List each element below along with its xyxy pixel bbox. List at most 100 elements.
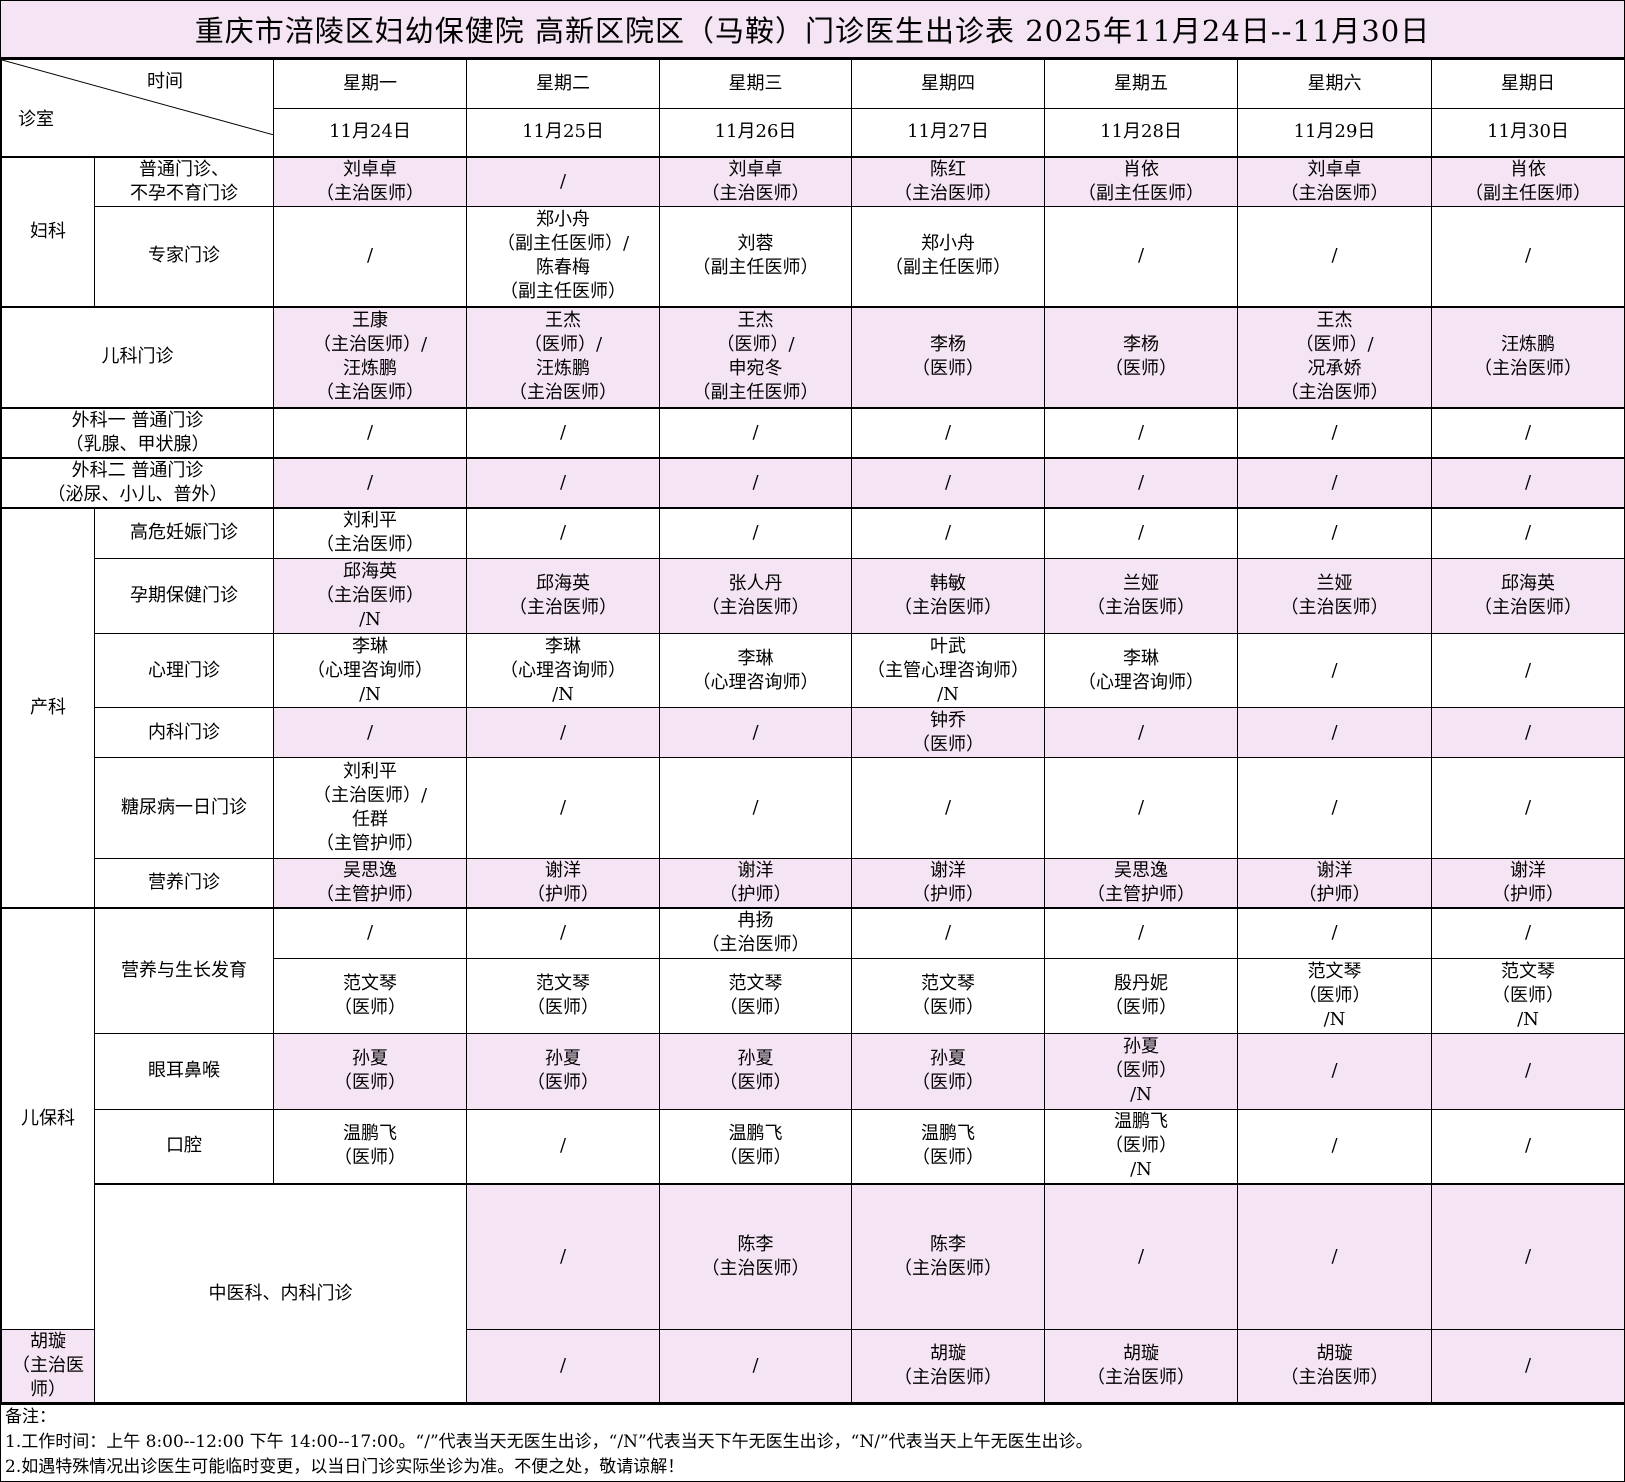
doctor-cell: / [1431, 1183, 1625, 1330]
doctor-cell: / [1237, 1183, 1432, 1330]
doctor-cell: 胡璇 （主治医师） [1044, 1329, 1238, 1403]
doctor-cell: / [1044, 1183, 1238, 1330]
page-title: 重庆市涪陵区妇幼保健院 高新区院区（马鞍）门诊医生出诊表 2025年11月24日… [1, 1, 1624, 59]
doctor-cell: / [466, 156, 660, 207]
doctor-cell: 邱海英 （主治医师） [1431, 558, 1625, 634]
schedule-table: 时间 诊室 星期一 星期二 星期三 星期四 星期五 星期六 星期日 11月24日 11月25日… [1, 59, 1625, 1403]
doctor-cell: / [1237, 206, 1432, 307]
schedule-row: 儿保科 营养与生长发育 / / 冉扬 （主治医师） / / / / [1, 907, 1625, 1330]
doctor-cell: 刘利平 （主治医师）/ 任群 （主管护师） [273, 757, 467, 859]
doctor-cell: 肖依 （副主任医师） [1431, 156, 1625, 207]
weekday-header: 星期日 [1431, 59, 1625, 109]
note-line: 2.如遇特殊情况出诊医生可能临时变更，以当日门诊实际坐诊为准。不便之处，敬请谅解… [5, 1457, 685, 1477]
notes-heading: 备注： [5, 1407, 56, 1427]
doctor-cell: / [1431, 757, 1625, 859]
doctor-cell: 范文琴 （医师） [851, 957, 1045, 1034]
weekday-row: 时间 诊室 星期一 星期二 星期三 星期四 星期五 星期六 星期日 [1, 59, 1625, 158]
schedule-row: 外科二 普通门诊 （泌尿、小儿、普外） / / / / / / / [1, 456, 1625, 508]
doctor-cell: 范文琴 （医师） /N [1431, 957, 1625, 1034]
schedule-row: 儿科门诊 王康 （主治医师）/ 汪炼鹏 （主治医师） 王杰 （医师）/ 汪炼鹏 （主… [1, 305, 1625, 408]
doctor-cell: / [851, 907, 1045, 959]
doctor-cell: 陈李 （主治医师） [851, 1183, 1045, 1330]
doctor-cell: 兰娅 （主治医师） [1237, 558, 1432, 634]
doctor-cell: / [1431, 1032, 1625, 1110]
doctor-cell: 王杰 （医师）/ 申宛冬 （副主任医师） [659, 305, 852, 408]
doctor-cell: 陈李 （主治医师） [659, 1183, 852, 1330]
doctor-cell: 李琳 （心理咨询师） /N [273, 633, 467, 708]
doctor-cell: 温鹏飞 （医师） /N [1044, 1108, 1238, 1185]
doctor-cell: / [1431, 506, 1625, 559]
schedule-row: 眼耳鼻喉 孙夏 （医师） 孙夏 （医师） 孙夏 （医师） 孙夏 （医师） 孙夏 （医师） … [2, 1032, 1625, 1110]
department-label: 儿保科 [1, 907, 95, 1330]
doctor-cell: 谢洋 （护师） [1431, 858, 1625, 909]
doctor-cell: / [1237, 406, 1432, 458]
doctor-cell: / [273, 907, 467, 959]
doctor-cell: / [659, 506, 852, 559]
schedule-row: 中医科、内科门诊/陈李 （主治医师）陈李 （主治医师）///陈李 （主治医师） [2, 1183, 1625, 1403]
doctor-cell: / [1044, 456, 1238, 508]
doctor-cell: / [1431, 707, 1625, 758]
date-header: 11月28日 [1044, 107, 1238, 158]
doctor-cell: / [273, 456, 467, 508]
date-header: 11月29日 [1237, 107, 1432, 158]
doctor-cell: 范文琴 （医师） [273, 957, 467, 1034]
doctor-cell: / [1237, 506, 1432, 559]
note-line: 1.工作时间：上午 8:00--12:00 下午 14:00--17:00。“/… [5, 1432, 1093, 1452]
department-label: 产科 [1, 506, 95, 909]
doctor-cell: / [1431, 406, 1625, 458]
doctor-cell: / [273, 406, 467, 458]
weekday-header: 星期三 [659, 59, 852, 109]
doctor-cell: 温鹏飞 （医师） [851, 1108, 1045, 1185]
doctor-cell: / [851, 406, 1045, 458]
doctor-cell: 孙夏 （医师） [273, 1032, 467, 1110]
date-header: 11月27日 [851, 107, 1045, 158]
doctor-cell: / [1237, 1108, 1432, 1185]
doctor-cell: / [851, 456, 1045, 508]
doctor-cell: 胡璇 （主治医师） [1, 1329, 95, 1403]
doctor-cell: 王康 （主治医师）/ 汪炼鹏 （主治医师） [273, 305, 467, 408]
doctor-cell: 邱海英 （主治医师） /N [273, 558, 467, 634]
corner-header: 时间 诊室 [1, 59, 274, 158]
doctor-cell: 肖依 （副主任医师） [1044, 156, 1238, 207]
diagonal-divider [2, 60, 273, 135]
doctor-cell: 孙夏 （医师） [466, 1032, 660, 1110]
weekday-header: 星期五 [1044, 59, 1238, 109]
doctor-cell: 李杨 （医师） [851, 305, 1045, 408]
clinic-label: 儿科门诊 [1, 305, 274, 408]
clinic-label: 外科一 普通门诊 （乳腺、甲状腺） [1, 406, 274, 458]
doctor-cell: / [659, 707, 852, 758]
doctor-cell: 孙夏 （医师） /N [1044, 1032, 1238, 1110]
date-header: 11月30日 [1431, 107, 1625, 158]
doctor-cell: / [1431, 1108, 1625, 1185]
doctor-cell: / [1431, 206, 1625, 307]
schedule-row: 外科一 普通门诊 （乳腺、甲状腺） / / / / / / / [1, 406, 1625, 458]
schedule-row: 内科门诊 / / / 钟乔 （医师） / / / [2, 707, 1625, 758]
doctor-cell: 刘利平 （主治医师） [273, 506, 467, 559]
schedule-row: 孕期保健门诊 邱海英 （主治医师） /N 邱海英 （主治医师） 张人丹 （主治医师）韩… [2, 558, 1625, 634]
doctor-cell: / [1237, 907, 1432, 959]
weekday-header: 星期六 [1237, 59, 1432, 109]
doctor-cell: / [1044, 206, 1238, 307]
clinic-label: 心理门诊 [94, 633, 274, 708]
time-label: 时间 [147, 71, 183, 92]
doctor-cell: / [466, 1108, 660, 1185]
doctor-cell: / [1431, 1329, 1625, 1403]
doctor-cell: / [273, 707, 467, 758]
doctor-cell: / [1237, 1032, 1432, 1110]
doctor-cell: / [851, 757, 1045, 859]
doctor-cell: / [466, 907, 660, 959]
doctor-cell: 谢洋 （护师） [466, 858, 660, 909]
doctor-cell: / [1237, 757, 1432, 859]
clinic-label: 高危妊娠门诊 [94, 506, 274, 559]
doctor-cell: 李琳 （心理咨询师） [659, 633, 852, 708]
doctor-cell: / [1044, 907, 1238, 959]
doctor-cell: 胡璇 （主治医师） [851, 1329, 1045, 1403]
doctor-cell: / [1044, 757, 1238, 859]
doctor-cell: 钟乔 （医师） [851, 707, 1045, 758]
doctor-cell: / [1237, 633, 1432, 708]
doctor-cell: 汪炼鹏 （主治医师） [1431, 305, 1625, 408]
doctor-cell: 刘蓉 （副主任医师） [659, 206, 852, 307]
doctor-cell: 刘卓卓 （主治医师） [273, 156, 467, 207]
doctor-cell: / [1237, 456, 1432, 508]
